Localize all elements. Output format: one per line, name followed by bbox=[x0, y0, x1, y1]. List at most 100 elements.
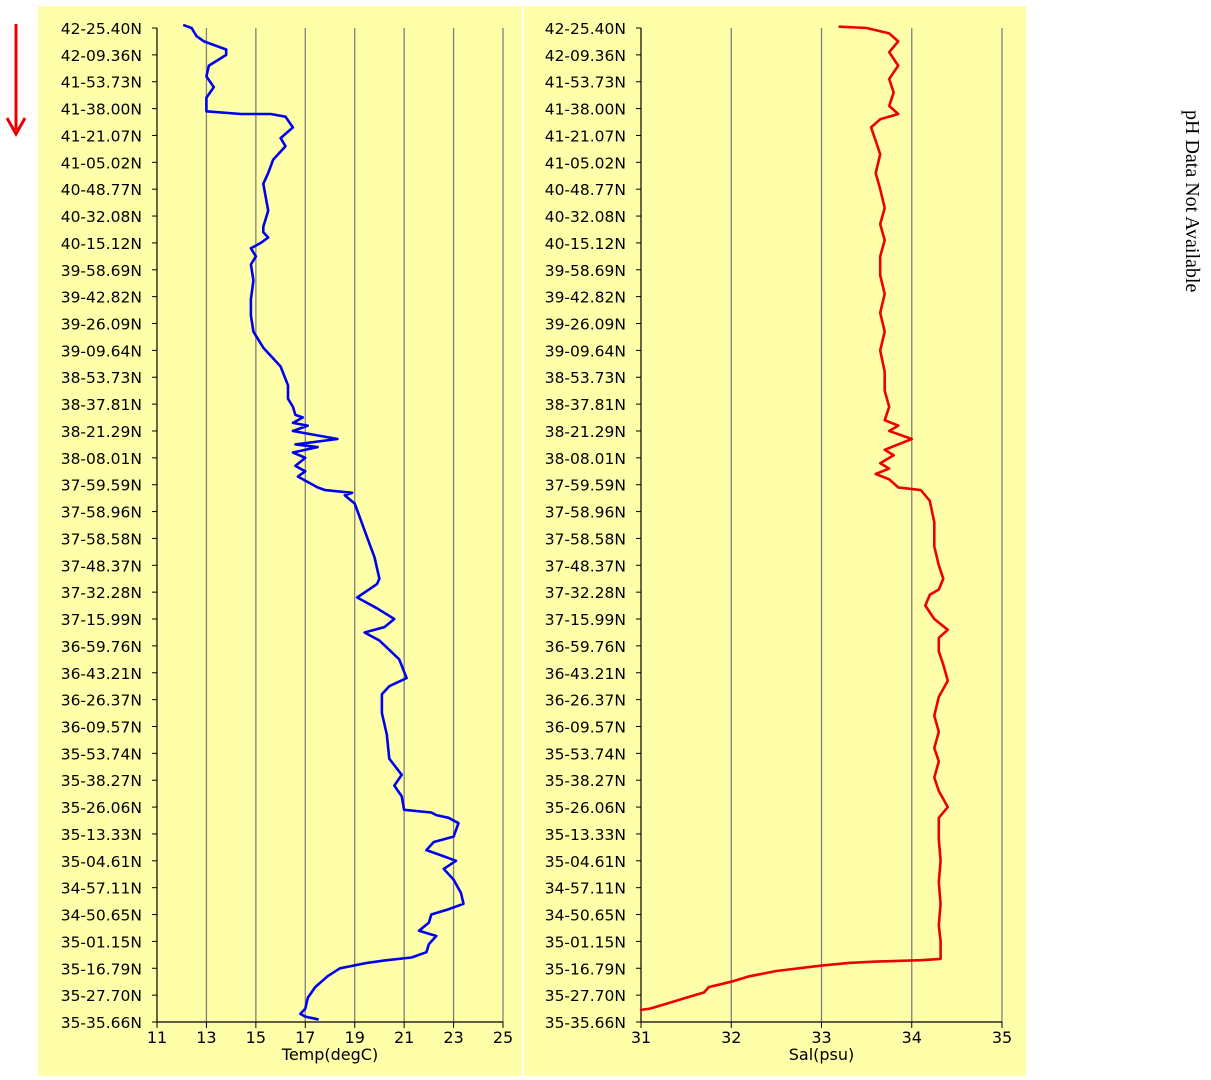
sal-x-tick-label: 34 bbox=[902, 1028, 922, 1047]
sal-series-line bbox=[639, 25, 950, 1012]
temp-y-tick-label: 39-42.82N bbox=[61, 289, 142, 307]
sal-y-tick-label: 40-15.12N bbox=[545, 235, 626, 253]
temp-y-tick-label: 35-04.61N bbox=[61, 853, 142, 871]
temp-y-tick-label: 38-37.81N bbox=[61, 396, 142, 414]
temp-y-tick-label: 37-15.99N bbox=[61, 611, 142, 629]
temp-x-axis-label: Temp(degC) bbox=[281, 1045, 378, 1064]
sal-y-tick-label: 35-16.79N bbox=[545, 960, 626, 978]
sal-y-tick-label: 37-58.58N bbox=[545, 530, 626, 548]
temp-y-tick-label: 37-59.59N bbox=[61, 477, 142, 495]
temp-y-tick-label: 36-43.21N bbox=[61, 665, 142, 683]
temp-y-tick-label: 40-15.12N bbox=[61, 235, 142, 253]
temp-x-tick-label: 19 bbox=[345, 1028, 365, 1047]
temp-y-tick-label: 36-26.37N bbox=[61, 692, 142, 710]
temp-y-tick-label: 36-09.57N bbox=[61, 718, 142, 736]
sal-y-tick-label: 35-53.74N bbox=[545, 745, 626, 763]
sal-y-tick-label: 35-35.66N bbox=[545, 1014, 626, 1032]
sal-y-tick-label: 39-26.09N bbox=[545, 316, 626, 334]
temp-y-tick-label: 38-53.73N bbox=[61, 369, 142, 387]
sal-y-tick-label: 36-26.37N bbox=[545, 692, 626, 710]
sal-y-tick-label: 41-38.00N bbox=[545, 101, 626, 119]
sal-y-tick-label: 41-05.02N bbox=[545, 154, 626, 172]
temp-y-tick-label: 38-08.01N bbox=[61, 450, 142, 468]
sal-y-tick-label: 34-50.65N bbox=[545, 907, 626, 925]
temp-y-tick-label: 35-53.74N bbox=[61, 745, 142, 763]
ph-unavailable-note: pH Data Not Available bbox=[1180, 110, 1210, 410]
sal-x-axis-label: Sal(psu) bbox=[789, 1045, 855, 1064]
sal-y-tick-label: 36-43.21N bbox=[545, 665, 626, 683]
sal-y-tick-label: 35-27.70N bbox=[545, 987, 626, 1005]
temp-y-tick-label: 41-21.07N bbox=[61, 127, 142, 145]
temp-y-tick-label: 39-26.09N bbox=[61, 316, 142, 334]
sal-y-tick-label: 42-09.36N bbox=[545, 47, 626, 65]
temp-y-tick-label: 37-48.37N bbox=[61, 557, 142, 575]
sal-chart: 31 32 33 34 35 42-25.40N 42-09.36N 41-53.73N 41-… bbox=[545, 20, 1012, 1064]
sal-x-tick-label: 33 bbox=[811, 1028, 831, 1047]
sal-y-tick-label: 35-26.06N bbox=[545, 799, 626, 817]
sal-y-tick-label: 39-09.64N bbox=[545, 342, 626, 360]
temp-y-tick-label: 35-38.27N bbox=[61, 772, 142, 790]
sal-y-tick-label: 39-58.69N bbox=[545, 262, 626, 280]
temp-y-tick-label: 35-13.33N bbox=[61, 826, 142, 844]
sal-y-tick-label: 40-32.08N bbox=[545, 208, 626, 226]
temp-y-tick-label: 36-59.76N bbox=[61, 638, 142, 656]
temp-y-tick-label: 37-58.96N bbox=[61, 504, 142, 522]
temp-y-tick-label: 42-09.36N bbox=[61, 47, 142, 65]
sal-y-tick-label: 36-59.76N bbox=[545, 638, 626, 656]
sal-y-tick-label: 40-48.77N bbox=[545, 181, 626, 199]
sal-y-tick-label: 42-25.40N bbox=[545, 20, 626, 38]
sal-y-tick-label: 41-21.07N bbox=[545, 127, 626, 145]
temp-y-tick-label: 34-57.11N bbox=[61, 880, 142, 898]
sal-y-tick-label: 38-21.29N bbox=[545, 423, 626, 441]
temp-y-tick-label: 41-05.02N bbox=[61, 154, 142, 172]
sal-x-tick-label: 31 bbox=[631, 1028, 651, 1047]
sal-y-tick-label: 37-48.37N bbox=[545, 557, 626, 575]
sal-y-tick-label: 35-01.15N bbox=[545, 933, 626, 951]
sal-y-tick-label: 37-59.59N bbox=[545, 477, 626, 495]
temp-y-tick-label: 35-35.66N bbox=[61, 1014, 142, 1032]
temp-y-tick-label: 34-50.65N bbox=[61, 907, 142, 925]
temp-x-tick-label: 11 bbox=[147, 1028, 167, 1047]
temp-y-tick-label: 40-32.08N bbox=[61, 208, 142, 226]
sal-y-tick-label: 37-15.99N bbox=[545, 611, 626, 629]
sal-y-tick-label: 35-13.33N bbox=[545, 826, 626, 844]
temp-y-tick-label: 35-01.15N bbox=[61, 933, 142, 951]
sal-panel-background bbox=[524, 6, 1026, 1076]
temp-chart: 11 13 15 17 19 21 23 25 42-25.40N 42-09.36N 41-53.… bbox=[61, 20, 513, 1064]
temp-x-tick-label: 17 bbox=[295, 1028, 315, 1047]
sal-y-tick-label: 37-32.28N bbox=[545, 584, 626, 602]
sal-x-tick-label: 32 bbox=[721, 1028, 741, 1047]
temp-y-tick-label: 41-38.00N bbox=[61, 101, 142, 119]
temp-y-tick-label: 41-53.73N bbox=[61, 74, 142, 92]
temp-y-tick-label: 39-09.64N bbox=[61, 342, 142, 360]
temp-y-tick-label: 35-27.70N bbox=[61, 987, 142, 1005]
temp-y-tick-label: 42-25.40N bbox=[61, 20, 142, 38]
temp-panel-background bbox=[38, 6, 522, 1076]
temp-y-tick-label: 35-16.79N bbox=[61, 960, 142, 978]
ph-note-text: pH Data Not Available bbox=[1181, 110, 1203, 293]
sal-y-tick-label: 37-58.96N bbox=[545, 504, 626, 522]
temp-y-tick-label: 40-48.77N bbox=[61, 181, 142, 199]
temp-series-line bbox=[182, 23, 465, 1021]
sal-x-tick-label: 35 bbox=[992, 1028, 1012, 1047]
sal-y-tick-label: 41-53.73N bbox=[545, 74, 626, 92]
sal-y-tick-label: 38-53.73N bbox=[545, 369, 626, 387]
temp-x-tick-label: 13 bbox=[196, 1028, 216, 1047]
sal-y-tick-label: 35-38.27N bbox=[545, 772, 626, 790]
sal-y-tick-label: 36-09.57N bbox=[545, 718, 626, 736]
temp-y-tick-label: 38-21.29N bbox=[61, 423, 142, 441]
temp-x-tick-label: 23 bbox=[443, 1028, 463, 1047]
temp-x-tick-label: 21 bbox=[394, 1028, 414, 1047]
temp-y-tick-label: 35-26.06N bbox=[61, 799, 142, 817]
sal-y-tick-label: 35-04.61N bbox=[545, 853, 626, 871]
sal-y-tick-label: 39-42.82N bbox=[545, 289, 626, 307]
temp-y-tick-label: 37-58.58N bbox=[61, 530, 142, 548]
temp-y-tick-label: 37-32.28N bbox=[61, 584, 142, 602]
temp-x-tick-label: 15 bbox=[246, 1028, 266, 1047]
down-arrow-icon bbox=[5, 24, 27, 138]
sal-y-tick-label: 38-08.01N bbox=[545, 450, 626, 468]
sal-y-tick-label: 34-57.11N bbox=[545, 880, 626, 898]
temp-y-tick-label: 39-58.69N bbox=[61, 262, 142, 280]
sal-y-tick-label: 38-37.81N bbox=[545, 396, 626, 414]
